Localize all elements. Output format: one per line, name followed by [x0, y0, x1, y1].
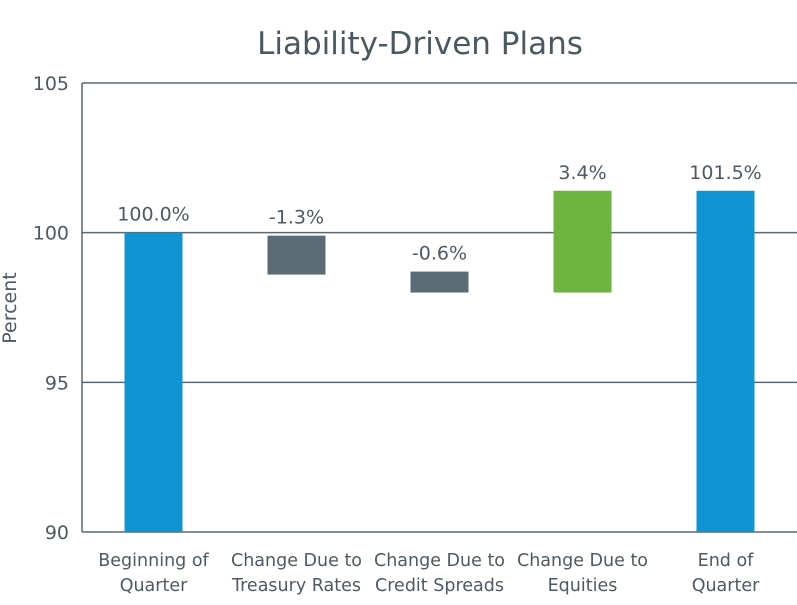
x-tick-label: Quarter	[692, 576, 760, 596]
data-label: -1.3%	[269, 207, 324, 229]
data-label: -0.6%	[412, 243, 467, 265]
x-tick-label: Change Due to	[231, 551, 362, 571]
bar	[410, 271, 469, 293]
data-label: 100.0%	[117, 204, 189, 226]
x-tick-label: Credit Spreads	[375, 576, 504, 596]
bar	[553, 190, 612, 293]
bar	[696, 190, 755, 532]
data-label: 3.4%	[558, 162, 606, 184]
y-tick-label: 90	[45, 522, 69, 544]
y-ticks: 90 95 100 105	[33, 73, 69, 544]
x-tick-label: Equities	[548, 576, 618, 596]
data-labels: 100.0% -1.3% -0.6% 3.4% 101.5%	[117, 162, 761, 265]
y-axis-label: Percent	[0, 272, 21, 344]
bars	[124, 190, 755, 532]
x-tick-label: Quarter	[120, 576, 188, 596]
grid	[81, 82, 797, 533]
data-label: 101.5%	[689, 162, 761, 184]
category-labels: Beginning of Quarter Change Due to Treasury…	[98, 551, 760, 596]
bar	[124, 232, 183, 532]
x-tick-label: Change Due to	[374, 551, 505, 571]
y-tick-label: 95	[45, 372, 69, 394]
x-tick-label: Treasury Rates	[231, 576, 361, 596]
y-tick-label: 105	[33, 73, 69, 95]
bar	[267, 235, 326, 275]
y-tick-label: 100	[33, 223, 69, 245]
x-tick-label: Change Due to	[517, 551, 648, 571]
x-tick-label: Beginning of	[98, 551, 209, 571]
chart-title: Liability-Driven Plans	[257, 26, 583, 62]
x-tick-label: End of	[698, 551, 755, 571]
